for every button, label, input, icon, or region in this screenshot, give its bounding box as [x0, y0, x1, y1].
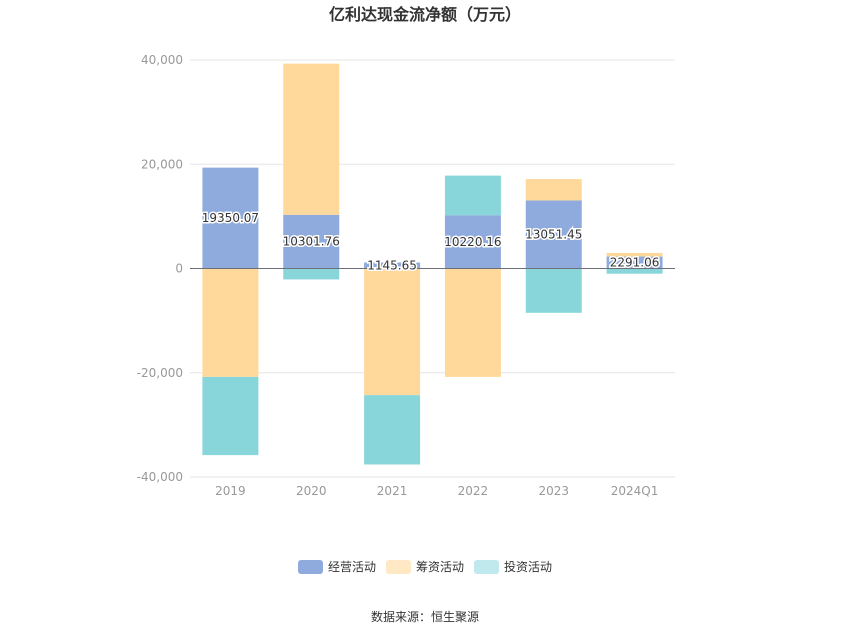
- bar-2022-0[interactable]: [444, 215, 501, 269]
- legend-label: 投资活动: [504, 559, 552, 574]
- bar-2021-0[interactable]: [364, 262, 421, 269]
- data-label: 10301.76: [283, 235, 340, 249]
- data-label: 19350.07: [202, 211, 259, 225]
- x-tick-label: 2020: [296, 484, 327, 498]
- bar-2021-1[interactable]: [364, 268, 421, 396]
- y-tick-label: 20,000: [141, 157, 183, 171]
- data-label: 2291.06: [610, 256, 660, 270]
- bar-2022-2[interactable]: [444, 175, 501, 216]
- x-tick-label: 2024Q1: [611, 484, 659, 498]
- legend[interactable]: 经营活动 筹资活动 投资活动: [298, 559, 552, 574]
- data-label: 1145.65: [367, 259, 417, 273]
- x-tick-label: 2022: [458, 484, 489, 498]
- legend-item-1[interactable]: 筹资活动: [386, 560, 464, 574]
- legend-swatch: [386, 560, 411, 574]
- y-tick-label: -40,000: [137, 470, 183, 484]
- y-tick-label: 40,000: [141, 53, 183, 67]
- bar-2020-1[interactable]: [283, 63, 340, 215]
- source-note: 数据来源：恒生聚源: [371, 609, 479, 624]
- x-tick-label: 2021: [377, 484, 408, 498]
- legend-label: 经营活动: [328, 560, 376, 574]
- bar-2019-1[interactable]: [202, 268, 259, 377]
- legend-item-2[interactable]: 投资活动: [474, 559, 552, 574]
- bar-2023-0[interactable]: [525, 200, 582, 269]
- x-axis: 2019 2020 2021 2022 2023 2024Q1: [190, 268, 675, 498]
- bar-2021-2[interactable]: [364, 395, 421, 465]
- bar-2020-2[interactable]: [283, 268, 340, 280]
- bar-2024Q1-1[interactable]: [606, 252, 663, 257]
- bar-2019-0[interactable]: [202, 167, 259, 269]
- bars: [202, 63, 663, 465]
- y-tick-label: 0: [175, 262, 183, 276]
- y-tick-label: -20,000: [137, 366, 183, 380]
- legend-item-0[interactable]: 经营活动: [298, 560, 376, 574]
- data-label: 10220.16: [444, 235, 501, 249]
- legend-swatch: [298, 560, 323, 574]
- bar-2024Q1-0[interactable]: [606, 256, 663, 269]
- bar-2023-1[interactable]: [525, 179, 582, 201]
- bar-2023-2[interactable]: [525, 268, 582, 313]
- bar-2024Q1-2[interactable]: [606, 268, 663, 274]
- data-labels: 19350.07 10301.76 1145.65 10220.16 13051.45 2…: [200, 210, 661, 274]
- legend-swatch: [474, 560, 499, 574]
- chart-title: 亿利达现金流净额（万元）: [329, 5, 521, 24]
- y-axis: 40,000 20,000 0 -20,000 -40,000: [137, 53, 183, 484]
- data-label: 13051.45: [525, 227, 582, 241]
- x-tick-label: 2023: [538, 484, 569, 498]
- x-tick-label: 2019: [215, 484, 246, 498]
- bar-2022-1[interactable]: [444, 268, 501, 377]
- legend-label: 筹资活动: [416, 560, 464, 574]
- bar-2020-0[interactable]: [283, 214, 340, 269]
- bar-2019-2[interactable]: [202, 376, 259, 456]
